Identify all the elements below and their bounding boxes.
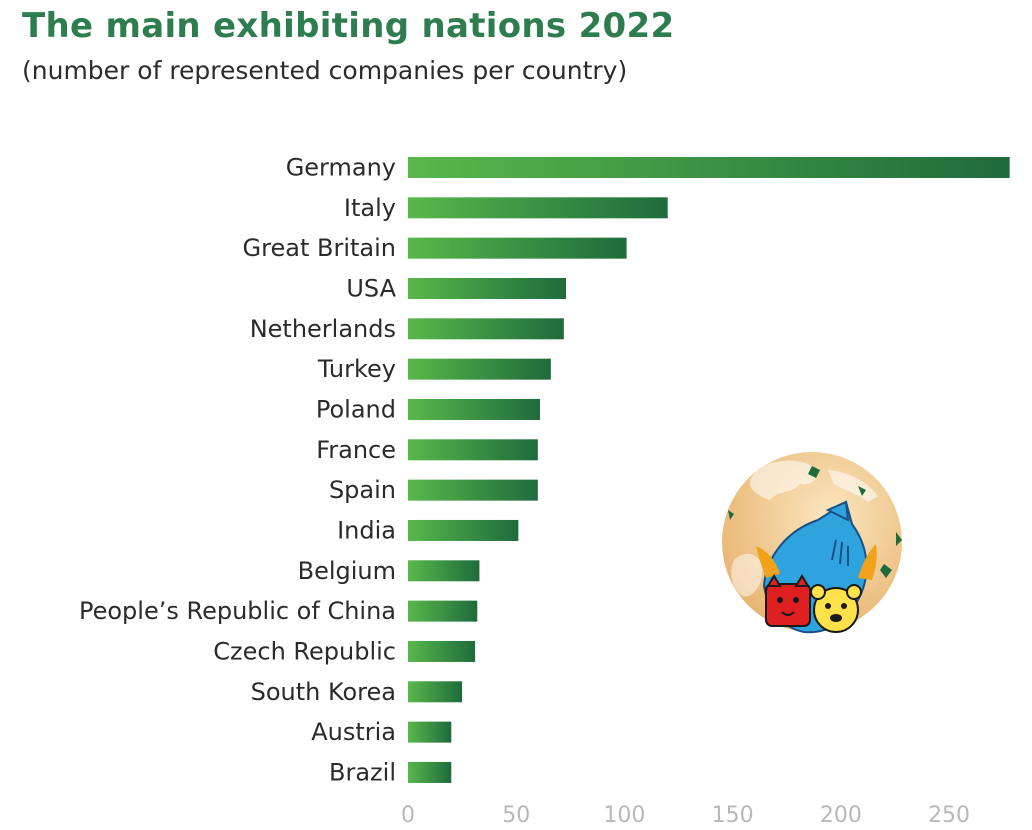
bar-belgium (408, 560, 480, 582)
x-tick-label: 150 (712, 803, 754, 828)
x-tick-label: 0 (401, 803, 415, 828)
category-label: Turkey (317, 355, 396, 383)
category-label: India (337, 516, 396, 544)
globe-pets-logo-icon (722, 452, 902, 634)
bar-turkey (408, 358, 551, 380)
chart-title: The main exhibiting nations 2022 (22, 6, 675, 46)
category-label: Netherlands (250, 315, 396, 343)
category-label: Belgium (298, 557, 396, 585)
category-label: USA (346, 274, 396, 302)
bar-people-s-republic-of-china (408, 600, 478, 622)
category-label: People’s Republic of China (79, 597, 396, 625)
bar-france (408, 439, 538, 461)
bar-netherlands (408, 318, 564, 340)
x-axis-ticks: 0 50 100 150 200 250 (401, 803, 970, 828)
bar-south-korea (408, 681, 463, 703)
category-labels: Germany Italy Great Britain USA Netherlands T… (79, 154, 397, 787)
bar-poland (408, 398, 541, 420)
category-label: Poland (316, 395, 396, 423)
bars (408, 157, 1010, 783)
bar-czech-republic (408, 640, 476, 662)
category-label: France (316, 436, 396, 464)
bar-austria (408, 721, 452, 743)
chart-subtitle: (number of represented companies per cou… (22, 56, 628, 85)
category-label: Austria (311, 718, 396, 746)
category-label: Brazil (329, 758, 396, 786)
x-tick-label: 100 (603, 803, 645, 828)
bar-italy (408, 197, 668, 219)
category-label: South Korea (251, 678, 396, 706)
bar-india (408, 519, 519, 541)
bar-brazil (408, 761, 452, 783)
bar-germany (408, 157, 1010, 178)
category-label: Germany (286, 154, 396, 182)
category-label: Spain (329, 476, 396, 504)
bar-spain (408, 479, 538, 501)
category-label: Great Britain (243, 234, 396, 262)
bar-usa (408, 277, 566, 299)
x-tick-label: 200 (820, 803, 862, 828)
category-label: Czech Republic (213, 637, 396, 665)
x-tick-label: 250 (928, 803, 970, 828)
category-label: Italy (344, 194, 396, 222)
x-tick-label: 50 (502, 803, 530, 828)
bar-great-britain (408, 237, 627, 259)
